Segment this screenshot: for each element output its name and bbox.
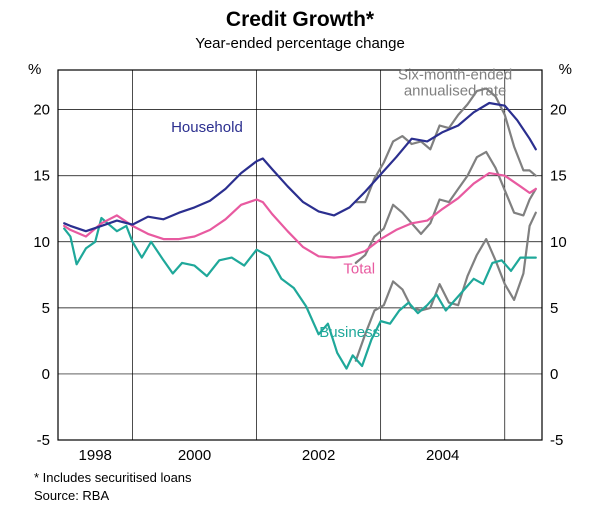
y-tick-right: 20: [550, 102, 567, 119]
y-tick-left: 10: [33, 234, 50, 251]
label-household: Household: [171, 119, 243, 136]
footnote-2: Source: RBA: [34, 488, 109, 503]
label-sixmonth-l2: annualised rate: [404, 82, 507, 99]
y-tick-left: 15: [33, 168, 50, 185]
x-tick-label: 1998: [79, 447, 112, 464]
y-tick-left: 20: [33, 102, 50, 119]
label-sixmonth-l1: Six-month-ended: [398, 66, 512, 83]
y-tick-right: 5: [550, 300, 558, 317]
y-tick-left: -5: [37, 432, 50, 449]
chart-subtitle: Year-ended percentage change: [195, 35, 405, 52]
chart-svg: Credit Growth* Year-ended percentage chan…: [0, 0, 600, 515]
plot-area: [58, 70, 542, 440]
footnote-1: * Includes securitised loans: [34, 470, 192, 485]
credit-growth-chart: Credit Growth* Year-ended percentage chan…: [0, 0, 600, 515]
label-total: Total: [343, 261, 375, 278]
x-tick-label: 2004: [426, 447, 459, 464]
y-tick-right: -5: [550, 432, 563, 449]
y-unit-left: %: [28, 61, 41, 78]
label-business: Business: [319, 324, 380, 341]
y-tick-left: 0: [42, 366, 50, 383]
series-six_month_household: [356, 89, 536, 203]
y-tick-right: 15: [550, 168, 567, 185]
series-six_month_business: [356, 213, 536, 361]
y-tick-left: 5: [42, 300, 50, 317]
y-tick-right: 0: [550, 366, 558, 383]
series-household: [64, 103, 536, 231]
x-tick-label: 2000: [178, 447, 211, 464]
y-unit-right: %: [559, 61, 572, 78]
x-tick-label: 2002: [302, 447, 335, 464]
chart-title: Credit Growth*: [226, 8, 375, 31]
y-tick-right: 10: [550, 234, 567, 251]
series-business: [64, 218, 536, 369]
